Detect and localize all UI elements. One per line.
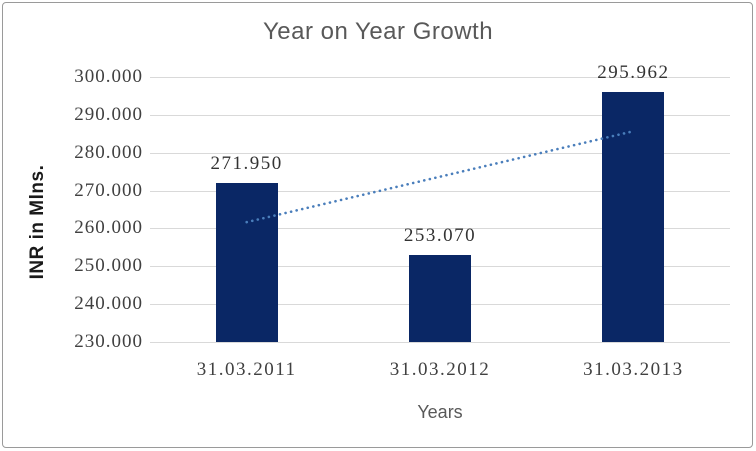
gridline <box>150 152 730 154</box>
bar-data-label: 271.950 <box>210 153 283 175</box>
y-tick-label: 280.000 <box>74 141 143 163</box>
trendline <box>245 129 635 224</box>
y-tick-label: 300.000 <box>74 66 143 87</box>
gridline <box>150 190 730 192</box>
chart-title: Year on Year Growth <box>262 18 494 45</box>
y-tick-label: 290.000 <box>74 103 143 125</box>
x-axis-category-labels: 31.03.2011 31.03.2012 31.03.2013 <box>150 359 730 383</box>
bar <box>215 183 278 342</box>
y-tick-label: 230.000 <box>74 331 143 352</box>
x-category-label: 31.03.2013 <box>583 359 684 380</box>
bar <box>409 254 471 342</box>
y-tick-label: 270.000 <box>74 179 143 201</box>
y-tick-label: 250.000 <box>74 255 143 277</box>
gridline <box>150 342 730 343</box>
bar-data-label: 295.962 <box>597 62 670 84</box>
bar-data-label: 253.070 <box>403 224 477 246</box>
x-category-label: 31.03.2011 <box>196 359 297 380</box>
y-tick-label: 240.000 <box>74 293 143 315</box>
y-axis-title-text: INR in Mlns. <box>27 164 48 280</box>
gridline <box>150 77 730 78</box>
y-axis-tick-labels: 300.000 290.000 280.000 270.000 260.000 250.0… <box>55 66 143 352</box>
x-axis-title: Years <box>417 402 463 422</box>
y-tick-label: 260.000 <box>74 217 143 239</box>
trendline-dotted-line <box>245 129 635 224</box>
bar <box>602 92 665 342</box>
gridline <box>150 228 730 230</box>
gridline <box>150 114 730 116</box>
plot-area: 271.950 253.070 295.962 <box>150 62 730 343</box>
x-category-label: 31.03.2012 <box>389 359 491 380</box>
